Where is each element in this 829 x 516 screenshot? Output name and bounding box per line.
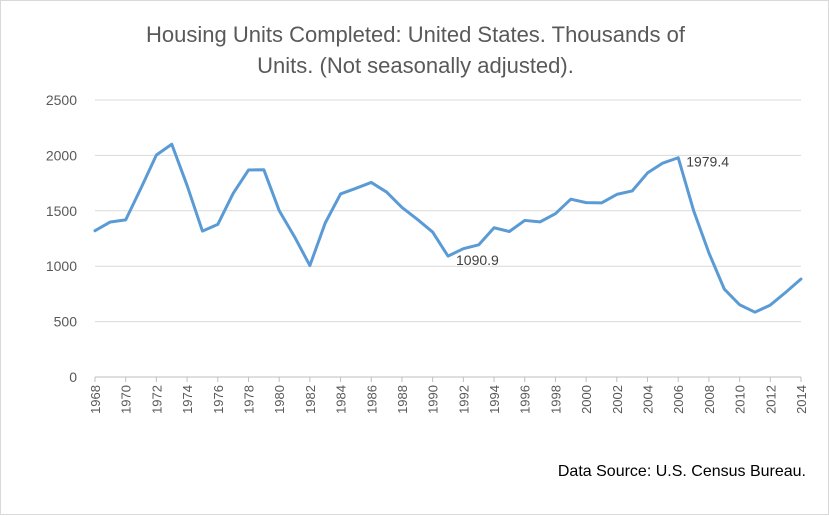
y-tick-label-1000: 1000 <box>46 258 77 274</box>
x-tick-label-1974: 1974 <box>180 385 195 414</box>
x-tick-label-1980: 1980 <box>272 385 287 414</box>
chart-title-line-1: Housing Units Completed: United States. … <box>146 22 685 47</box>
x-tick-label-2010: 2010 <box>733 385 748 414</box>
data-label-1090.9: 1090.9 <box>456 252 499 268</box>
x-tick-label-1988: 1988 <box>395 385 410 414</box>
x-tick-label-1968: 1968 <box>88 385 103 414</box>
x-tick-label-2012: 2012 <box>763 385 778 414</box>
x-tick-label-1990: 1990 <box>426 385 441 414</box>
data-label-1979.4: 1979.4 <box>686 154 729 170</box>
x-tick-label-2000: 2000 <box>579 385 594 414</box>
x-tick-label-1976: 1976 <box>211 385 226 414</box>
x-tick-label-2008: 2008 <box>702 385 717 414</box>
x-tick-label-1978: 1978 <box>241 385 256 414</box>
y-tick-label-500: 500 <box>54 314 78 330</box>
x-tick-label-1986: 1986 <box>364 385 379 414</box>
y-tick-label-2000: 2000 <box>46 147 77 163</box>
data-source-note: Data Source: U.S. Census Bureau. <box>557 463 806 480</box>
x-tick-label-1984: 1984 <box>334 385 349 414</box>
y-tick-label-0: 0 <box>69 369 77 385</box>
x-tick-label-1996: 1996 <box>518 385 533 414</box>
x-tick-label-2014: 2014 <box>794 385 809 414</box>
x-tick-label-2006: 2006 <box>671 385 686 414</box>
x-tick-label-2002: 2002 <box>610 385 625 414</box>
y-tick-label-1500: 1500 <box>46 203 77 219</box>
series-line-0 <box>93 142 803 314</box>
y-tick-label-2500: 2500 <box>46 92 77 108</box>
x-tick-label-2004: 2004 <box>641 385 656 414</box>
chart-title: Housing Units Completed: United States. … <box>1 19 829 81</box>
x-tick-label-1992: 1992 <box>456 385 471 414</box>
x-tick-label-1998: 1998 <box>548 385 563 414</box>
x-tick-label-1972: 1972 <box>149 385 164 414</box>
x-tick-label-1982: 1982 <box>303 385 318 414</box>
chart-title-line-2: Units. (Not seasonally adjusted). <box>257 53 574 78</box>
x-tick-label-1994: 1994 <box>487 385 502 414</box>
x-tick-label-1970: 1970 <box>119 385 134 414</box>
